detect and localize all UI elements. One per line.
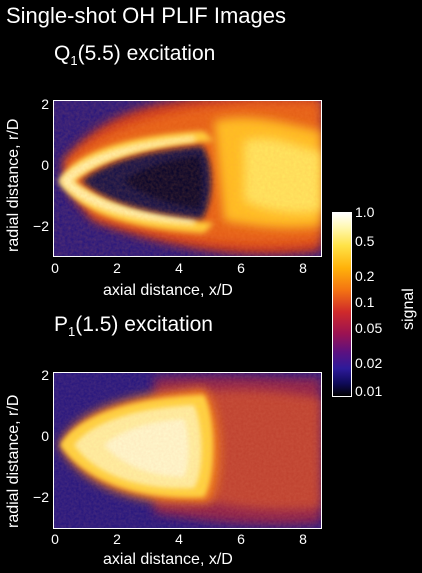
colorbar-tick-0.05: 0.05 <box>355 320 383 336</box>
colorbar-tick-0.1: 0.1 <box>355 294 375 310</box>
panel-2-ylabel: radial distance, r/D <box>5 394 22 528</box>
panel-2-image <box>53 372 322 529</box>
panel-1-ylabel: radial distance, r/D <box>5 118 22 252</box>
colorbar <box>332 212 352 397</box>
colorbar-tick-1.0: 1.0 <box>355 204 375 220</box>
panel-2-xtick-0: 0 <box>51 531 59 547</box>
panel-2-xtick-8: 8 <box>299 531 307 547</box>
panel-2-xlabel: axial distance, x/D <box>103 551 233 568</box>
panel-1-xtick-6: 6 <box>237 260 245 276</box>
panel-2-xtick-2: 2 <box>113 531 121 547</box>
panel-1-xtick-8: 8 <box>299 260 307 276</box>
panel-1-ytick-0: 0 <box>41 157 49 173</box>
colorbar-tick-0.2: 0.2 <box>355 268 375 284</box>
panel-1-ytick-neg2: −2 <box>33 218 49 234</box>
panel-2-ytick-2: 2 <box>41 367 49 383</box>
panel-2-ytick-0: 0 <box>41 428 49 444</box>
panel-2-xtick-4: 4 <box>175 531 183 547</box>
colorbar-tick-0.5: 0.5 <box>355 233 375 249</box>
panel-1-xtick-0: 0 <box>51 260 59 276</box>
figure-title: Single-shot OH PLIF Images <box>6 3 287 28</box>
panel-1-xtick-2: 2 <box>113 260 121 276</box>
panel-1-xtick-4: 4 <box>175 260 183 276</box>
colorbar-tick-0.02: 0.02 <box>355 355 383 371</box>
panel-1-title: Q1(5.5) excitation <box>54 42 216 68</box>
panel-1-xlabel: axial distance, x/D <box>103 282 233 299</box>
panel-2-xtick-6: 6 <box>237 531 245 547</box>
colorbar-label: signal <box>400 288 417 330</box>
panel-1-image <box>53 100 322 257</box>
colorbar-tick-0.01: 0.01 <box>355 383 383 399</box>
panel-1-ytick-2: 2 <box>41 96 49 112</box>
panel-2-title: P1(1.5) excitation <box>54 313 213 339</box>
panel-2-ytick-neg2: −2 <box>33 489 49 505</box>
